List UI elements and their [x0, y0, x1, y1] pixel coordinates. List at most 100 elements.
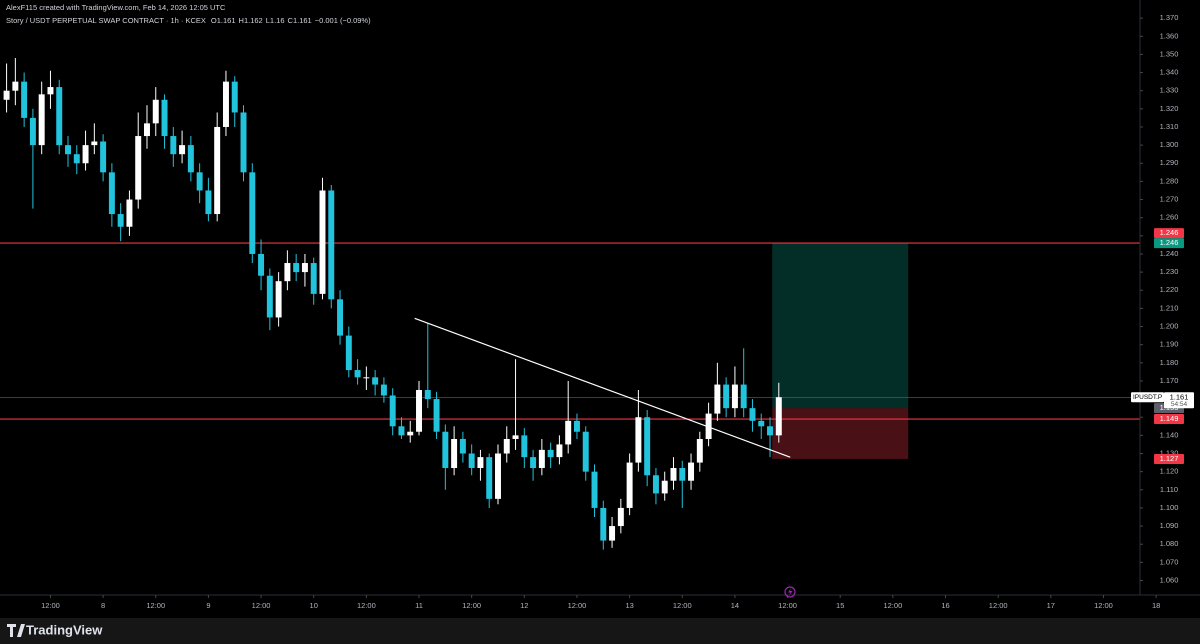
candle-body [600, 507, 607, 541]
time-axis: 12:00 8 12:00 9 12:00 10 12:00 11 12:00 12 12:00 13… [41, 595, 1160, 610]
x-tick-label: 10 [310, 601, 318, 610]
event-icon[interactable] [784, 586, 796, 598]
candle-body [21, 81, 28, 118]
candle-body [688, 462, 695, 481]
candle-body [644, 417, 651, 476]
candle-body [117, 214, 124, 227]
y-tick-label: 1.240 [1160, 249, 1179, 258]
y-tick-label: 1.130 [1160, 448, 1179, 457]
candle-body [521, 435, 528, 458]
y-tick-label: 1.190 [1160, 340, 1179, 349]
candle-body [3, 90, 10, 100]
candle-body [380, 384, 387, 396]
ohlc-label: C [288, 16, 294, 25]
candle-body [240, 112, 247, 173]
profit-zone [772, 243, 909, 409]
y-tick-label: 1.100 [1160, 503, 1179, 512]
candle-body [530, 457, 537, 469]
plot-area [0, 58, 1140, 550]
ohlc-value: 1.161 [293, 16, 312, 25]
y-tick-label: 1.330 [1160, 86, 1179, 95]
candle-body [652, 475, 659, 494]
y-tick-label: 1.370 [1160, 13, 1179, 22]
x-tick-label: 12:00 [989, 601, 1008, 610]
y-tick-label: 1.300 [1160, 140, 1179, 149]
candle-body [609, 526, 616, 541]
candle-body [512, 435, 519, 439]
candle-body [442, 431, 449, 469]
x-tick-label: 8 [101, 601, 105, 610]
y-tick-label: 1.080 [1160, 539, 1179, 548]
change: −0.001 (−0.09%) [315, 16, 371, 25]
y-tick-label: 1.140 [1160, 430, 1179, 439]
x-tick-label: 12:00 [673, 601, 692, 610]
candle-body [12, 81, 19, 91]
candle-body [573, 420, 580, 432]
candle-body [635, 417, 642, 463]
candle-body [459, 438, 466, 454]
last-price-box [1164, 392, 1194, 409]
candle-body [705, 413, 712, 439]
candle-body [293, 263, 300, 273]
candle-body [767, 426, 774, 436]
x-tick-label: 12:00 [462, 601, 481, 610]
y-tick-label: 1.070 [1160, 557, 1179, 566]
x-tick-label: 14 [731, 601, 739, 610]
candle-body [38, 94, 45, 146]
countdown: 54:54 [1171, 401, 1188, 408]
ohlc-label: L [266, 16, 270, 25]
candle-body [161, 99, 168, 137]
candle-body [126, 199, 133, 227]
hline-label: 1.246 [1160, 228, 1179, 237]
y-tick-label: 1.310 [1160, 122, 1179, 131]
candle-body [345, 335, 352, 371]
symbol: Story / USDT PERPETUAL SWAP CONTRACT · 1… [6, 16, 206, 25]
y-tick-label: 1.270 [1160, 195, 1179, 204]
y-tick-label: 1.340 [1160, 68, 1179, 77]
y-tick-label: 1.220 [1160, 285, 1179, 294]
candle-body [731, 384, 738, 409]
candle-body [187, 145, 194, 173]
y-tick-label: 1.110 [1160, 485, 1178, 494]
x-tick-label: 12:00 [778, 601, 797, 610]
x-tick-label: 12 [520, 601, 528, 610]
target-box [1154, 238, 1184, 249]
ohlc-value: 1.16 [270, 16, 285, 25]
y-tick-label: 1.120 [1160, 467, 1179, 476]
candle-body [495, 453, 501, 499]
candle-body [758, 420, 765, 427]
trendline[interactable] [414, 317, 791, 458]
candle-body [214, 126, 221, 215]
candle-body [249, 172, 256, 254]
candle-body [354, 370, 361, 378]
candle-body [749, 408, 756, 421]
candle-body [591, 471, 598, 508]
candle-body [47, 87, 54, 95]
stop-label: 1.127 [1160, 454, 1179, 463]
candle-body [231, 81, 238, 113]
x-tick-label: 18 [1152, 601, 1160, 610]
candle-body [670, 468, 677, 481]
candle-body [100, 141, 107, 173]
x-tick-label: 12:00 [568, 601, 587, 610]
candle-body [416, 390, 422, 432]
candle-body [29, 117, 36, 146]
candle-body [398, 426, 405, 436]
x-tick-label: 9 [206, 601, 210, 610]
candle-body [538, 449, 545, 469]
candle-body [503, 438, 510, 454]
candle-body [617, 507, 624, 527]
legend: Story / USDT PERPETUAL SWAP CONTRACT · 1… [6, 16, 371, 25]
price-axis: 1.060 1.070 1.080 1.090 1.100 1.110 1.120 1.130… [1131, 13, 1194, 584]
candle-body [486, 457, 493, 499]
y-tick-label: 1.170 [1160, 376, 1179, 385]
y-tick-label: 1.090 [1160, 521, 1179, 530]
x-tick-label: 17 [1047, 601, 1055, 610]
ticker-box [1131, 392, 1164, 403]
event-icon-bolt [788, 588, 793, 596]
candle-body [266, 275, 273, 318]
candle-body [582, 431, 589, 472]
y-tick-label: 1.200 [1160, 322, 1179, 331]
